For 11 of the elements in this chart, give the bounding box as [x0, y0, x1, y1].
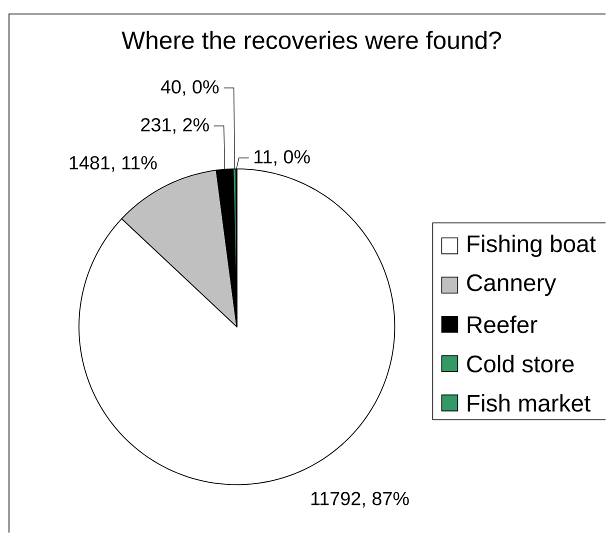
legend-label: Cannery: [467, 274, 556, 296]
legend-label: Cold store: [467, 354, 574, 372]
data-label: 40, 0%: [160, 80, 219, 96]
data-label: 231, 2%: [141, 118, 209, 134]
legend-label: Fishing boat: [468, 234, 596, 257]
chart-title: Where the recoveries were found?: [122, 30, 502, 50]
legend-label: Reefer: [468, 316, 538, 334]
data-label: 11792, 87%: [311, 492, 409, 508]
legend-label: Fish market: [468, 394, 590, 412]
data-label: 11, 0%: [254, 150, 310, 166]
data-label: 1481, 11%: [70, 156, 157, 172]
